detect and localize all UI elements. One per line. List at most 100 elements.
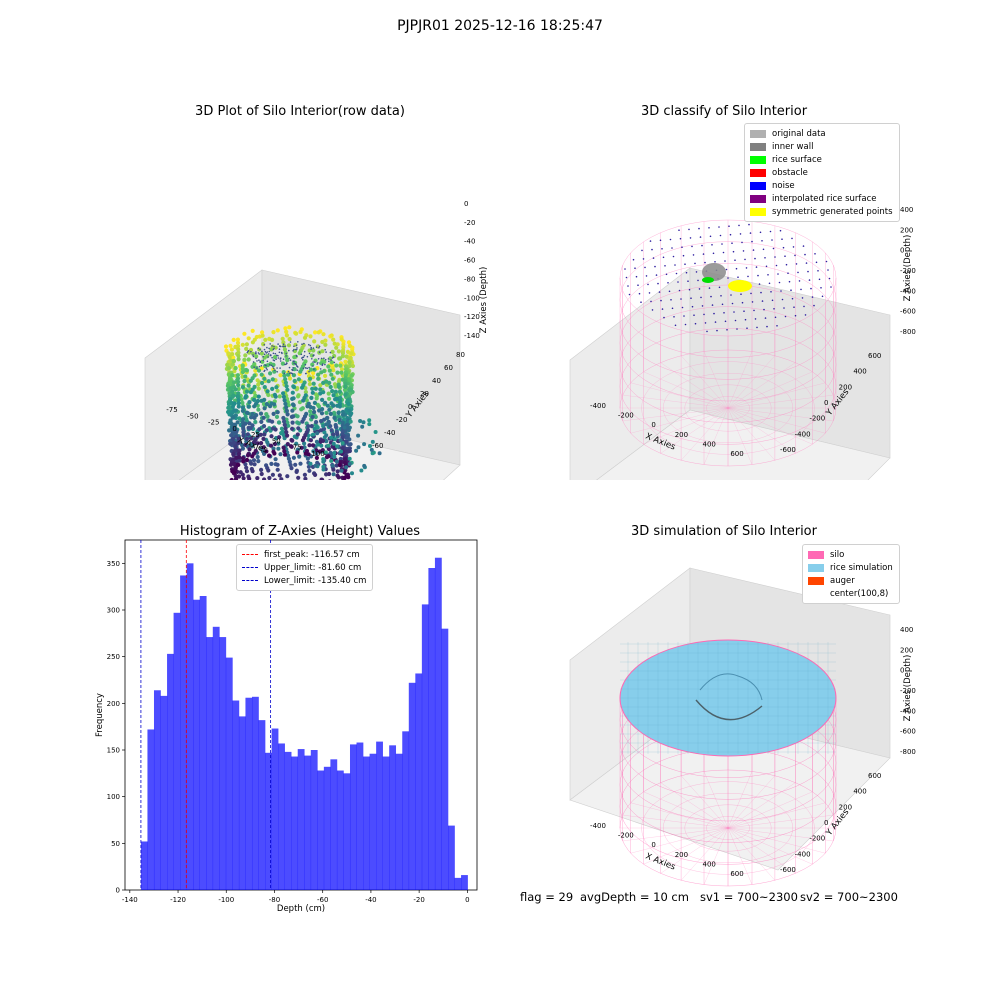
raw-point: [299, 407, 304, 412]
raw-point: [294, 441, 299, 446]
raw-point: [321, 459, 326, 464]
raw-point: [272, 441, 278, 447]
raw-point: [268, 443, 274, 448]
y-tick-label: 0: [824, 819, 828, 827]
raw-point: [262, 432, 267, 437]
z-tick-label: -80: [464, 275, 475, 283]
raw-point: [241, 430, 246, 435]
noise-dot: [792, 246, 795, 248]
raw-point: [284, 345, 287, 348]
noise-dot: [655, 274, 658, 276]
raw-point: [266, 346, 268, 349]
noise-dot: [706, 330, 708, 333]
raw-point: [309, 344, 312, 347]
raw-point: [228, 462, 234, 467]
raw-point: [243, 374, 248, 379]
raw-point: [282, 343, 285, 345]
silo-floor-spoke: [630, 827, 729, 854]
y-tick-label: 40: [432, 377, 441, 385]
raw-point: [342, 457, 347, 462]
noise-dot: [771, 239, 773, 241]
legend-entry: first_peak: -116.57 cm: [242, 548, 366, 561]
raw-point: [251, 458, 257, 463]
histogram-bar: [297, 749, 305, 890]
raw-point: [237, 455, 242, 460]
histogram-bar: [317, 770, 325, 890]
noise-dot: [712, 252, 715, 255]
raw-point: [316, 330, 321, 335]
legend-entry: center(100,8): [808, 587, 893, 600]
silo-floor-spoke: [727, 791, 813, 829]
raw-point: [323, 450, 328, 455]
raw-point: [350, 363, 355, 369]
raw-point: [339, 449, 343, 454]
raw-point: [277, 394, 282, 399]
noise-dot: [724, 320, 727, 323]
raw-point: [324, 348, 327, 351]
raw-point: [318, 351, 321, 353]
noise-dot: [762, 248, 765, 251]
raw-point: [307, 443, 312, 448]
x-tick-label: 0: [465, 896, 469, 904]
noise-dot: [784, 255, 786, 257]
raw-point: [240, 446, 245, 451]
raw-point: [262, 477, 267, 480]
raw-point: [282, 452, 288, 457]
raw-point: [255, 454, 260, 460]
noise-dot: [753, 309, 755, 312]
noise-dot: [817, 270, 819, 272]
raw-point: [349, 373, 354, 378]
z-tick-label: 0: [900, 667, 904, 675]
noise-dot: [750, 292, 752, 295]
raw-point: [342, 425, 347, 430]
raw-point: [268, 371, 273, 376]
raw-point: [275, 328, 280, 333]
noise-dot: [680, 298, 682, 300]
raw-point: [271, 356, 273, 359]
raw-point: [272, 355, 278, 360]
raw-point: [255, 352, 257, 355]
raw-point: [256, 368, 262, 373]
panel4-zlabel: Z Axies (Depth): [903, 655, 913, 722]
raw-point: [306, 355, 309, 358]
raw-point: [235, 420, 240, 425]
histogram-bar: [193, 599, 201, 890]
raw-point: [244, 436, 250, 441]
noise-dot: [719, 234, 722, 237]
raw-point: [269, 363, 271, 366]
raw-point: [312, 339, 317, 344]
raw-point: [280, 361, 285, 366]
raw-point: [335, 370, 340, 375]
raw-point: [272, 352, 275, 355]
raw-point: [343, 384, 348, 389]
raw-point: [284, 430, 289, 435]
silo-floor-ring: [684, 804, 772, 852]
noise-dot: [811, 296, 814, 298]
noise-dot: [734, 319, 737, 322]
noise-dot: [627, 285, 629, 287]
raw-point: [310, 414, 315, 420]
raw-point: [293, 348, 295, 351]
raw-point: [314, 396, 319, 401]
histogram-bar: [140, 841, 148, 890]
noise-dot: [803, 305, 805, 308]
histogram-legend: first_peak: -116.57 cm Upper_limit: -81.6…: [236, 544, 374, 591]
raw-point: [269, 347, 274, 352]
legend-label: center(100,8): [830, 588, 889, 599]
raw-point: [302, 335, 308, 340]
raw-point: [276, 441, 281, 446]
raw-point: [275, 358, 277, 360]
raw-point: [269, 461, 274, 466]
raw-point: [321, 467, 326, 472]
noise-dot: [678, 229, 680, 231]
raw-point: [331, 368, 336, 373]
noise-dot: [755, 266, 758, 268]
raw-point: [287, 376, 293, 381]
raw-point: [303, 476, 308, 480]
raw-point: [368, 444, 372, 448]
raw-point: [236, 474, 242, 479]
noise-dot: [651, 248, 653, 251]
noise-dot: [787, 272, 789, 274]
legend-swatch: [808, 576, 824, 585]
